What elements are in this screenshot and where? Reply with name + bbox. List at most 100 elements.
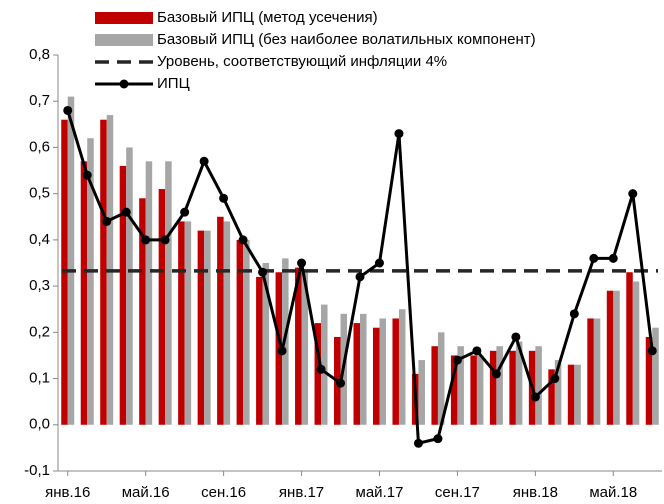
y-tick-label: 0,5 (29, 185, 50, 202)
bar (587, 318, 594, 425)
bar (80, 161, 88, 425)
bar (515, 341, 523, 425)
bar (379, 318, 386, 425)
point (160, 235, 170, 245)
bar (197, 230, 205, 425)
bar (398, 309, 406, 425)
bar (217, 216, 224, 425)
x-tick-label: май.16 (122, 484, 170, 501)
bar (100, 119, 107, 425)
point (394, 129, 404, 139)
point (452, 355, 462, 365)
bar (243, 239, 250, 425)
y-tick-label: -0,1 (24, 462, 50, 479)
point (277, 346, 287, 356)
x-tick-label: янв.18 (513, 484, 558, 501)
y-tick-label: 0,0 (29, 416, 50, 433)
y-tick-label: 0,7 (29, 92, 50, 109)
x-tick-label: сен.17 (435, 484, 480, 501)
point (589, 253, 599, 263)
bar (126, 147, 133, 425)
bar (470, 355, 477, 425)
bar (476, 355, 484, 425)
bar (256, 276, 263, 425)
bar (223, 221, 231, 425)
bar (178, 221, 185, 425)
bar (489, 350, 497, 425)
bar (119, 165, 127, 425)
x-tick-label: май.18 (589, 484, 637, 501)
legend-swatch (119, 79, 129, 89)
point (141, 235, 151, 245)
legend-label: ИПЦ (157, 75, 190, 92)
y-tick-label: 0,6 (29, 138, 50, 155)
point (355, 272, 365, 282)
x-tick-label: сен.16 (201, 484, 246, 501)
legend-swatch (95, 12, 153, 24)
bar (632, 281, 640, 425)
point (297, 258, 307, 268)
bar (450, 355, 458, 425)
bar (652, 327, 659, 425)
point (102, 216, 112, 226)
point (628, 189, 638, 199)
bar (321, 304, 328, 425)
x-tick-label: май.17 (356, 484, 404, 501)
bar (204, 230, 211, 425)
bar (509, 350, 516, 425)
bar (184, 221, 192, 425)
bar (145, 161, 153, 425)
x-tick-label: янв.17 (279, 484, 324, 501)
bar (392, 318, 399, 425)
bar (567, 364, 575, 425)
point (238, 235, 248, 245)
point (511, 332, 521, 342)
point (219, 193, 229, 203)
bar (418, 360, 425, 425)
point (647, 346, 657, 356)
point (433, 434, 443, 444)
y-tick-label: 0,1 (29, 370, 50, 387)
bar (613, 290, 620, 425)
bar (496, 346, 503, 425)
y-tick-label: 0,8 (29, 46, 50, 63)
point (530, 392, 540, 402)
legend-label: Базовый ИПЦ (без наиболее волатильных ко… (157, 31, 536, 48)
bar (360, 313, 367, 425)
point (121, 207, 131, 217)
point (374, 258, 384, 268)
bar (431, 346, 438, 425)
bar (645, 336, 653, 425)
bar (554, 360, 562, 425)
bar (236, 239, 244, 425)
point (413, 438, 423, 448)
x-tick-label: янв.16 (45, 484, 90, 501)
bar (301, 272, 309, 425)
point (550, 374, 560, 384)
point (491, 369, 501, 379)
bar (457, 346, 464, 425)
bar (626, 272, 633, 425)
bar (165, 161, 172, 425)
legend-label: Базовый ИПЦ (метод усечения) (157, 9, 378, 26)
point (569, 309, 579, 319)
bar (535, 346, 542, 425)
point (316, 364, 326, 374)
bar (372, 327, 380, 425)
point (199, 156, 209, 166)
legend-label: Уровень, соответствующий инфляции 4% (157, 53, 447, 70)
bar (574, 364, 581, 425)
bar (87, 138, 94, 425)
bar (606, 290, 614, 425)
bar (593, 318, 601, 425)
point (180, 207, 190, 217)
y-tick-label: 0,3 (29, 277, 50, 294)
bar (262, 263, 270, 425)
bar (548, 369, 555, 425)
bar (67, 96, 75, 425)
bar (353, 323, 360, 425)
point (336, 378, 346, 388)
y-tick-label: 0,2 (29, 323, 50, 340)
legend-swatch (95, 34, 153, 46)
